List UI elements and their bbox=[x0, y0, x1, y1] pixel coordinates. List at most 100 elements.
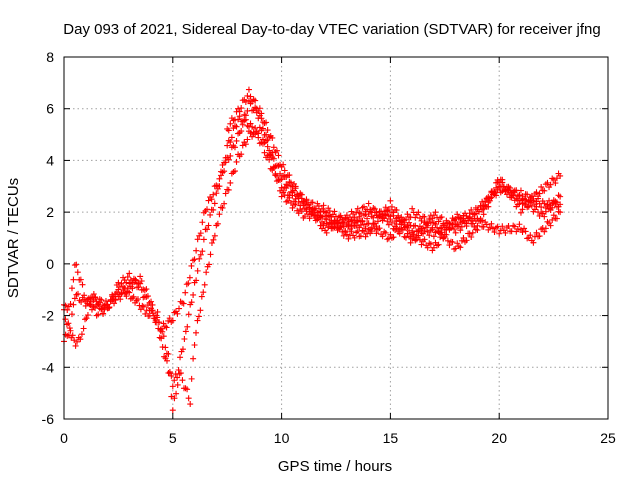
data-point bbox=[69, 332, 76, 339]
data-point bbox=[184, 386, 191, 393]
data-point bbox=[528, 202, 535, 209]
data-point bbox=[451, 226, 458, 233]
data-point bbox=[516, 221, 523, 228]
data-point bbox=[424, 228, 431, 235]
data-point bbox=[435, 218, 442, 225]
data-point bbox=[239, 142, 246, 149]
data-point bbox=[74, 338, 81, 345]
data-point bbox=[516, 191, 523, 198]
axis-ticks: 0 5 10 15 20 25 -6 -4 -2 0 2 4 6 8 bbox=[42, 49, 616, 446]
data-point bbox=[126, 289, 133, 296]
data-point bbox=[486, 224, 493, 231]
data-point bbox=[171, 395, 178, 402]
data-point bbox=[227, 139, 234, 146]
data-point bbox=[516, 200, 523, 207]
data-point bbox=[418, 241, 425, 248]
data-point bbox=[244, 136, 251, 143]
data-point bbox=[156, 334, 163, 341]
y-tick-label: 8 bbox=[46, 49, 54, 65]
data-point bbox=[89, 294, 96, 301]
data-point bbox=[427, 241, 434, 248]
y-tick-label: 0 bbox=[46, 256, 54, 272]
data-point bbox=[533, 229, 540, 236]
data-point bbox=[176, 305, 183, 312]
data-point bbox=[238, 128, 245, 135]
data-point bbox=[206, 261, 213, 268]
data-point bbox=[415, 209, 422, 216]
data-point bbox=[549, 200, 556, 207]
data-point bbox=[78, 298, 85, 305]
data-point bbox=[171, 377, 178, 384]
data-point bbox=[368, 224, 375, 231]
data-point bbox=[351, 234, 358, 241]
data-point bbox=[452, 245, 459, 252]
data-point bbox=[553, 199, 560, 206]
data-point bbox=[278, 176, 285, 183]
data-point bbox=[73, 261, 80, 268]
data-point bbox=[539, 210, 546, 217]
data-point bbox=[231, 144, 238, 151]
data-point bbox=[222, 190, 229, 197]
data-point bbox=[161, 353, 168, 360]
data-point bbox=[524, 204, 531, 211]
data-point bbox=[357, 222, 364, 229]
data-point bbox=[368, 209, 375, 216]
data-point bbox=[382, 212, 389, 219]
data-point bbox=[511, 223, 518, 230]
data-point bbox=[225, 156, 232, 163]
data-marks bbox=[61, 86, 564, 414]
data-point bbox=[123, 293, 130, 300]
data-point bbox=[148, 298, 155, 305]
data-point bbox=[177, 370, 184, 377]
data-point bbox=[74, 269, 81, 276]
data-point bbox=[337, 222, 344, 229]
data-point bbox=[188, 299, 195, 306]
data-point bbox=[124, 273, 131, 280]
data-point bbox=[174, 381, 181, 388]
data-point bbox=[510, 191, 517, 198]
data-point bbox=[446, 226, 453, 233]
data-point bbox=[211, 232, 218, 239]
data-point bbox=[522, 228, 529, 235]
data-point bbox=[261, 149, 268, 156]
data-point bbox=[210, 206, 217, 213]
data-point bbox=[312, 205, 319, 212]
data-point bbox=[458, 223, 465, 230]
data-point bbox=[289, 204, 296, 211]
data-point bbox=[365, 200, 372, 207]
data-point bbox=[424, 220, 431, 227]
data-point bbox=[402, 234, 409, 241]
data-point bbox=[263, 131, 270, 138]
data-point bbox=[132, 277, 139, 284]
data-point bbox=[496, 230, 503, 237]
data-point bbox=[135, 284, 142, 291]
data-point bbox=[278, 193, 285, 200]
data-point bbox=[92, 294, 99, 301]
data-point bbox=[483, 196, 490, 203]
data-point bbox=[427, 219, 434, 226]
data-point bbox=[536, 212, 543, 219]
data-point bbox=[407, 233, 414, 240]
data-point bbox=[354, 205, 361, 212]
data-point bbox=[374, 218, 381, 225]
data-point bbox=[309, 199, 316, 206]
data-point bbox=[479, 198, 486, 205]
data-point bbox=[323, 209, 330, 216]
data-point bbox=[188, 375, 195, 382]
data-point bbox=[63, 321, 70, 328]
data-point bbox=[407, 239, 414, 246]
data-point bbox=[466, 214, 473, 221]
data-point bbox=[373, 230, 380, 237]
data-point bbox=[174, 310, 181, 317]
data-point bbox=[244, 92, 251, 99]
data-point bbox=[406, 227, 413, 234]
series-track-3 bbox=[61, 124, 564, 414]
data-point bbox=[149, 310, 156, 317]
data-point bbox=[258, 110, 265, 117]
data-point bbox=[343, 220, 350, 227]
data-point bbox=[550, 176, 557, 183]
data-point bbox=[362, 225, 369, 232]
data-point bbox=[463, 237, 470, 244]
data-point bbox=[224, 142, 231, 149]
data-point bbox=[210, 236, 217, 243]
